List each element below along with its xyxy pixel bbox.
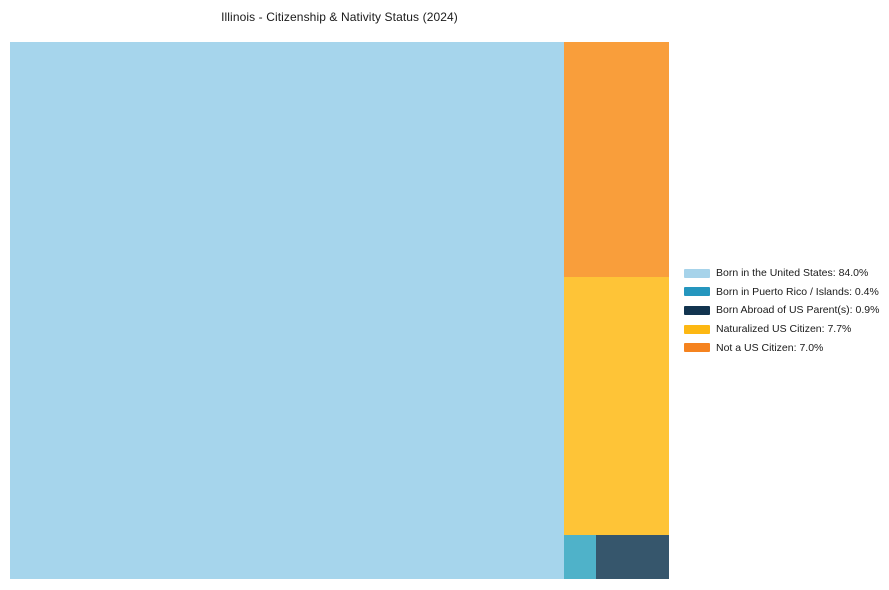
legend-swatch-icon bbox=[684, 343, 710, 353]
legend-swatch-icon bbox=[684, 287, 710, 297]
legend-label: Naturalized US Citizen: 7.7% bbox=[716, 323, 852, 336]
legend-label: Born in Puerto Rico / Islands: 0.4% bbox=[716, 285, 879, 298]
legend-item-born-abroad-of-us-parents: Born Abroad of US Parent(s): 0.9% bbox=[684, 301, 879, 320]
legend-swatch-icon bbox=[684, 305, 710, 315]
treemap-tile-born-in-the-united-states bbox=[10, 42, 564, 579]
legend-item-not-a-us-citizen: Not a US Citizen: 7.0% bbox=[684, 338, 879, 357]
legend-item-born-in-the-united-states: Born in the United States: 84.0% bbox=[684, 264, 879, 283]
treemap-plot-area bbox=[10, 42, 669, 579]
legend-swatch-icon bbox=[684, 324, 710, 334]
treemap-tile-born-abroad-of-us-parents bbox=[596, 535, 669, 579]
legend-label: Born in the United States: 84.0% bbox=[716, 267, 869, 280]
legend-item-born-in-puerto-rico-islands: Born in Puerto Rico / Islands: 0.4% bbox=[684, 283, 879, 302]
legend-label: Not a US Citizen: 7.0% bbox=[716, 341, 824, 354]
legend-swatch-icon bbox=[684, 268, 710, 278]
treemap-tile-born-in-puerto-rico-islands bbox=[563, 535, 596, 579]
treemap-tile-not-a-us-citizen bbox=[563, 42, 669, 277]
chart-title: Illinois - Citizenship & Nativity Status… bbox=[221, 10, 458, 24]
legend-label: Born Abroad of US Parent(s): 0.9% bbox=[716, 304, 880, 317]
legend-item-naturalized-us-citizen: Naturalized US Citizen: 7.7% bbox=[684, 320, 879, 339]
treemap-tile-naturalized-us-citizen bbox=[563, 276, 669, 536]
legend: Born in the United States: 84.0% Born in … bbox=[684, 264, 879, 357]
